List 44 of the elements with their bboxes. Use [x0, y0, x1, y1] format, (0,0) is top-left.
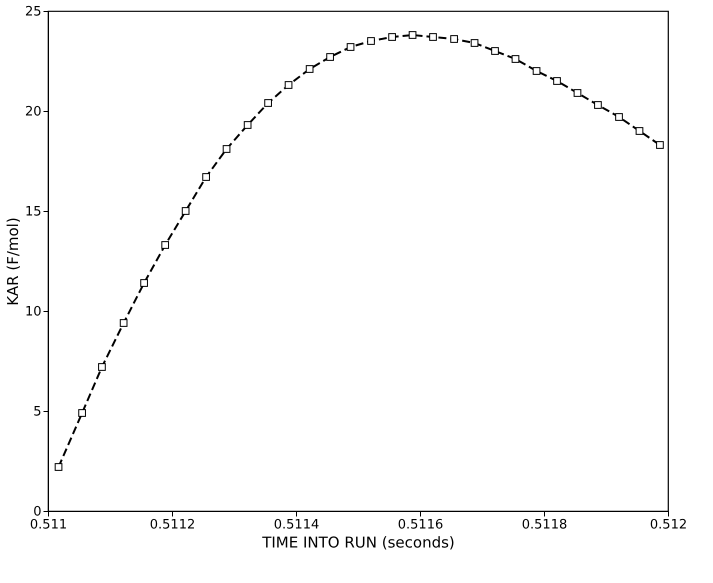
point: [491, 47, 499, 55]
x-tick-label: 0.5112: [150, 518, 196, 532]
x-tick-label: 0.511: [30, 518, 68, 532]
y-tick-label: 0: [33, 504, 42, 520]
point: [326, 53, 334, 61]
point: [120, 319, 128, 327]
point: [594, 101, 602, 109]
y-tick-label: 10: [24, 304, 42, 320]
point: [202, 173, 210, 181]
point: [512, 55, 520, 63]
point: [388, 33, 396, 41]
point: [450, 35, 458, 43]
y-axis-title: KAR (F/mol): [4, 217, 22, 306]
point: [98, 363, 106, 371]
point: [656, 141, 664, 149]
point: [78, 409, 86, 417]
point: [429, 33, 437, 41]
point: [161, 241, 170, 249]
x-tick-label: 0.5118: [522, 518, 568, 532]
point: [222, 145, 230, 153]
x-tick-label: 0.5116: [398, 518, 444, 532]
y-tick-label: 25: [24, 4, 42, 20]
point: [615, 113, 623, 121]
x-axis-title: TIME INTO RUN (seconds): [261, 534, 455, 552]
point: [367, 37, 375, 45]
point: [140, 279, 148, 287]
x-tick-label: 0.512: [650, 518, 688, 532]
y-tick-label: 20: [24, 104, 42, 120]
point: [182, 207, 190, 215]
point: [264, 99, 272, 107]
point: [574, 89, 582, 97]
point: [346, 43, 354, 51]
point: [532, 67, 540, 75]
x-tick-label: 0.5114: [274, 518, 320, 532]
y-tick-label: 15: [24, 204, 42, 220]
point: [284, 81, 292, 89]
point: [244, 121, 252, 129]
point: [54, 463, 62, 471]
point: [306, 65, 314, 73]
y-tick-label: 5: [33, 404, 42, 420]
point: [636, 127, 644, 135]
point: [470, 39, 478, 47]
point: [408, 31, 416, 39]
point: [553, 77, 561, 85]
